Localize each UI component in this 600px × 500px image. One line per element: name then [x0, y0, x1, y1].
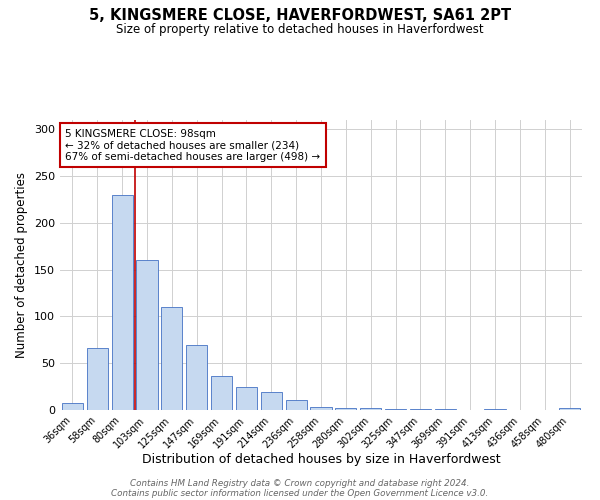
Bar	[484, 409, 506, 410]
Bar	[211, 376, 232, 410]
Bar	[385, 409, 406, 410]
Bar	[62, 402, 83, 410]
Bar	[186, 344, 207, 410]
Text: 5, KINGSMERE CLOSE, HAVERFORDWEST, SA61 2PT: 5, KINGSMERE CLOSE, HAVERFORDWEST, SA61 …	[89, 8, 511, 22]
Bar	[87, 348, 108, 410]
Bar	[360, 408, 381, 410]
Bar	[410, 409, 431, 410]
Y-axis label: Number of detached properties: Number of detached properties	[16, 172, 28, 358]
Bar	[136, 260, 158, 410]
Bar	[335, 408, 356, 410]
Text: Distribution of detached houses by size in Haverfordwest: Distribution of detached houses by size …	[142, 454, 500, 466]
Bar	[310, 407, 332, 410]
Text: Size of property relative to detached houses in Haverfordwest: Size of property relative to detached ho…	[116, 22, 484, 36]
Text: Contains HM Land Registry data © Crown copyright and database right 2024.: Contains HM Land Registry data © Crown c…	[130, 480, 470, 488]
Text: 5 KINGSMERE CLOSE: 98sqm
← 32% of detached houses are smaller (234)
67% of semi-: 5 KINGSMERE CLOSE: 98sqm ← 32% of detach…	[65, 128, 320, 162]
Bar	[236, 386, 257, 410]
Bar	[112, 195, 133, 410]
Bar	[261, 392, 282, 410]
Bar	[435, 409, 456, 410]
Bar	[559, 408, 580, 410]
Text: Contains public sector information licensed under the Open Government Licence v3: Contains public sector information licen…	[112, 490, 488, 498]
Bar	[161, 307, 182, 410]
Bar	[286, 400, 307, 410]
